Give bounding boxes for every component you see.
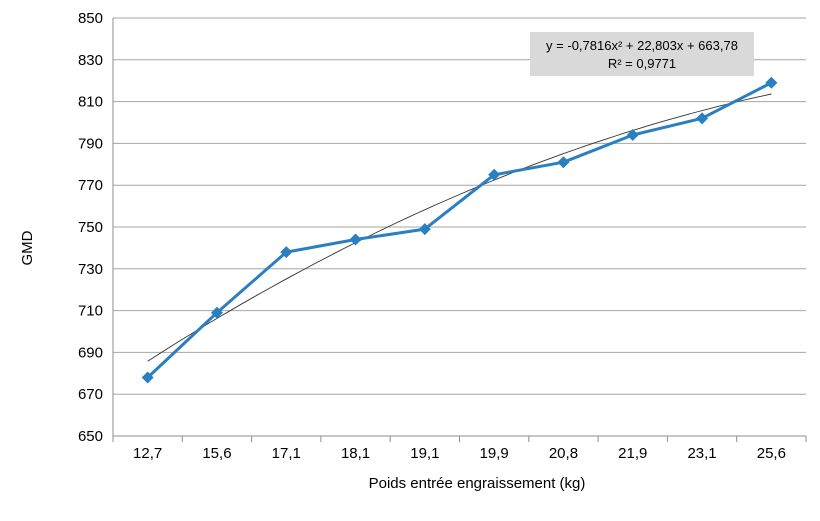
- y-tick-label: 750: [78, 219, 103, 236]
- trendline-equation-box: y = -0,7816x² + 22,803x + 663,78 R² = 0,…: [530, 32, 754, 76]
- x-tick-label: 20,8: [549, 445, 578, 462]
- x-tick-label: 19,9: [480, 445, 509, 462]
- data-point-marker: [141, 371, 154, 384]
- grid-layer: [113, 17, 806, 395]
- series-layer: [141, 76, 778, 384]
- data-point-marker: [557, 156, 570, 169]
- y-tick-label: 690: [78, 344, 103, 361]
- series-line: [146, 81, 773, 379]
- x-tick-label: 17,1: [272, 445, 301, 462]
- data-point-marker: [765, 76, 778, 89]
- y-tick-label: 830: [78, 52, 103, 69]
- y-axis-title: GMD: [19, 230, 36, 265]
- axis-layer: [112, 18, 807, 442]
- equation-box-background: [530, 32, 754, 76]
- x-tick-label: 12,7: [133, 445, 162, 462]
- x-tick-label: 25,6: [757, 445, 786, 462]
- y-tick-label: 770: [78, 177, 103, 194]
- y-tick-label: 810: [78, 94, 103, 111]
- trend-layer: [147, 93, 772, 362]
- x-tick-label: 21,9: [618, 445, 647, 462]
- y-tick-label: 730: [78, 261, 103, 278]
- y-tick-label: 850: [78, 10, 103, 27]
- data-point-marker: [280, 246, 293, 259]
- x-tick-label: 19,1: [410, 445, 439, 462]
- trendline-r-squared: R² = 0,9771: [608, 56, 676, 71]
- x-tick-label: 18,1: [341, 445, 370, 462]
- y-tick-label: 710: [78, 303, 103, 320]
- x-axis-title: Poids entrée engraissement (kg): [369, 475, 586, 492]
- label-layer: 650 670 690 710 730 750 770 790 810 830 850 12,7 15,…: [78, 10, 786, 462]
- y-tick-label: 670: [78, 386, 103, 403]
- x-tick-label: 15,6: [202, 445, 231, 462]
- trendline: [147, 93, 772, 362]
- y-tick-label: 790: [78, 135, 103, 152]
- data-point-marker: [488, 168, 501, 181]
- data-point-marker: [210, 306, 223, 319]
- data-point-marker: [626, 129, 639, 142]
- y-tick-label: 650: [78, 428, 103, 445]
- x-tick-label: 23,1: [687, 445, 716, 462]
- data-point-marker: [696, 112, 709, 125]
- trendline-equation: y = -0,7816x² + 22,803x + 663,78: [546, 38, 738, 53]
- data-point-marker: [349, 233, 362, 246]
- data-point-marker: [418, 223, 431, 236]
